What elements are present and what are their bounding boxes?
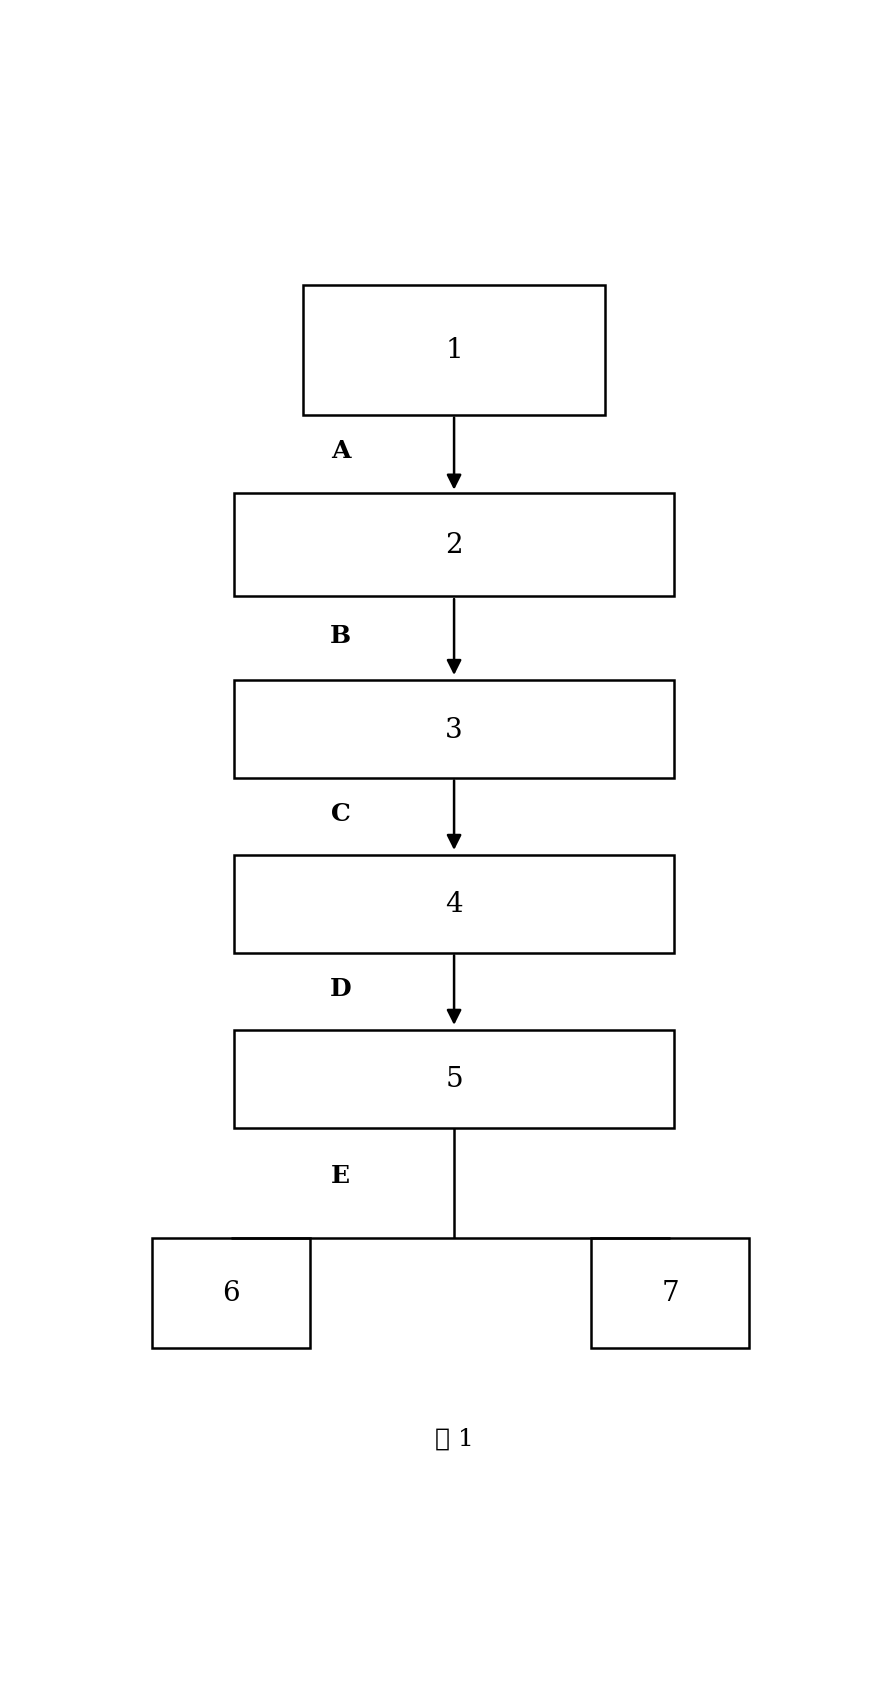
Text: 图 1: 图 1: [435, 1428, 473, 1450]
Text: 4: 4: [446, 891, 462, 918]
Text: 2: 2: [446, 532, 462, 558]
Bar: [152, 1238, 310, 1347]
Text: 7: 7: [662, 1280, 680, 1307]
Bar: [591, 1238, 750, 1347]
Bar: [234, 856, 674, 954]
Bar: [234, 1031, 674, 1129]
Bar: [303, 286, 605, 415]
Text: 6: 6: [222, 1280, 240, 1307]
Text: E: E: [331, 1164, 350, 1187]
Text: C: C: [330, 801, 351, 826]
Text: B: B: [330, 624, 352, 648]
Text: A: A: [331, 439, 351, 463]
Bar: [234, 681, 674, 779]
Bar: [234, 493, 674, 597]
Text: D: D: [330, 976, 352, 1001]
Text: 1: 1: [445, 338, 463, 365]
Text: 5: 5: [446, 1066, 462, 1093]
Text: 3: 3: [446, 717, 462, 743]
